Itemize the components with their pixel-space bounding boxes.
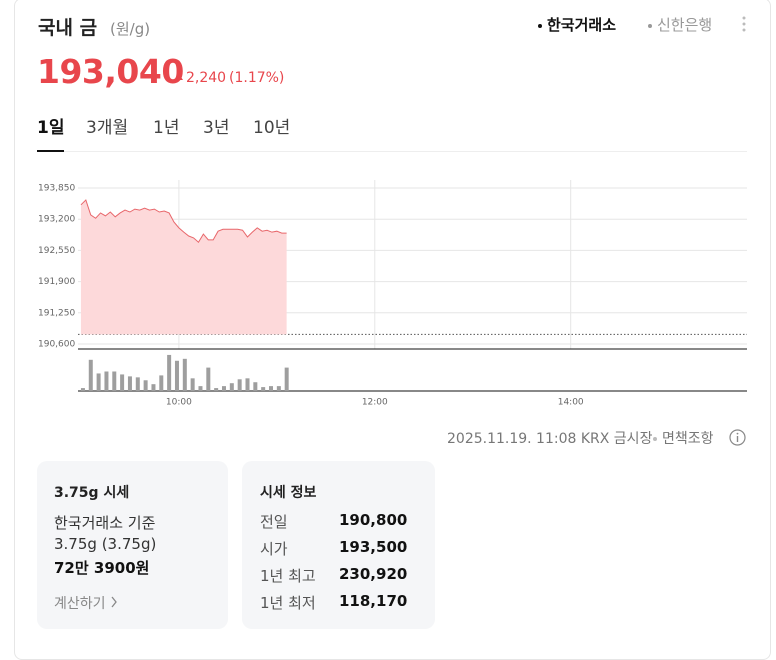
volume-bar [143,380,148,391]
calc-label: 계산하기 [54,596,106,612]
volume-bar [151,384,156,391]
volume-bar [221,386,226,391]
tab[interactable]: 3년 [203,118,230,138]
y-tick-label: 191,250 [38,308,75,318]
volume-bar [206,367,211,391]
change: 2,240 [186,70,227,86]
source-krx[interactable]: 한국거래소 [538,14,616,35]
timestamp: 2025.11.19. 11:08 KRX 금시장 [447,431,653,447]
unit: (원/g) [110,20,151,38]
tab[interactable]: 1일 [37,118,65,138]
info-label: 전일 [260,513,288,531]
volume-bar [284,367,289,391]
tab[interactable]: 1년 [153,118,180,138]
card-title: 시세 정보 [260,485,317,501]
info-label: 1년 최고 [260,567,316,585]
tab-underline [37,150,64,152]
volume-bar [80,388,85,391]
volume-bar [159,375,164,391]
x-tick-label: 10:00 [166,398,192,408]
info-label: 1년 최저 [260,594,316,612]
price-line [80,199,287,244]
source-shinhan[interactable]: 신한은행 [648,14,712,35]
volume-bar [104,371,109,391]
calc-link[interactable]: 계산하기 [54,593,118,613]
y-tick-label: 191,900 [38,277,75,287]
source-label: 한국거래소 [547,16,617,34]
volume-bar [182,358,187,391]
volume-bar [88,359,93,391]
info-label: 시가 [260,540,288,558]
title: 국내 금 [38,17,98,39]
volume-bar [120,374,125,391]
card-title: 3.75g 시세 [54,485,130,501]
info-value: 190,800 [339,511,408,529]
card-info: 시세 정보 전일 190,800 시가 193,500 1년 최고 230,920 1년 최… [242,461,435,629]
page: 국내 금 (원/g) 한국거래소 신한은행 193,040 2,240 (1.1… [14,0,771,660]
y-tick-label: 193,200 [38,215,75,225]
volume-bar [261,387,266,391]
volume-bar [112,371,117,391]
volume-bar [135,377,140,391]
volume-bar [96,373,101,391]
tab[interactable]: 3개월 [86,118,129,138]
volume-bar [237,379,242,391]
info-value: 230,920 [339,565,408,583]
info-value: 193,500 [339,538,408,556]
volume-bar [245,378,250,391]
volume-bar [253,382,258,391]
volume-bar [198,386,203,391]
info-icon[interactable] [729,429,746,446]
volume-bar [269,386,274,391]
source-label: 신한은행 [657,16,713,34]
info-value: 118,170 [339,592,408,610]
volume-bar [214,388,219,391]
card-price: 72만 3900원 [54,559,150,577]
disclaimer-label: 면책조항 [662,431,714,447]
price: 193,040 [37,52,184,91]
card-line: 한국거래소 기준 [54,514,156,532]
chevron [111,596,117,608]
volume-bar [276,386,281,391]
y-tick-label: 190,600 [38,340,75,350]
price-area [80,200,287,335]
chart: 193,850 193,200 192,550 191,900 191,250 190,6… [38,180,747,408]
volume-bar [229,383,234,391]
up-arrow [175,74,183,80]
disclaimer[interactable]: 면책조항 [653,428,714,448]
card-line: 3.75g (3.75g) [54,535,157,553]
change-rate: (1.17%) [229,70,285,86]
more-menu[interactable] [741,15,747,33]
card-375: 3.75g 시세 한국거래소 기준 3.75g (3.75g) 72만 3900… [37,461,228,629]
y-tick-label: 192,550 [38,246,75,256]
x-tick-label: 12:00 [362,398,388,408]
tab[interactable]: 10년 [253,118,291,138]
divider [64,151,747,152]
volume-bar [167,354,172,391]
x-tick-label: 14:00 [558,398,584,408]
y-tick-label: 193,850 [38,184,75,194]
volume-bar [190,378,195,391]
volume-bar [174,360,179,391]
volume-bar [127,376,132,391]
